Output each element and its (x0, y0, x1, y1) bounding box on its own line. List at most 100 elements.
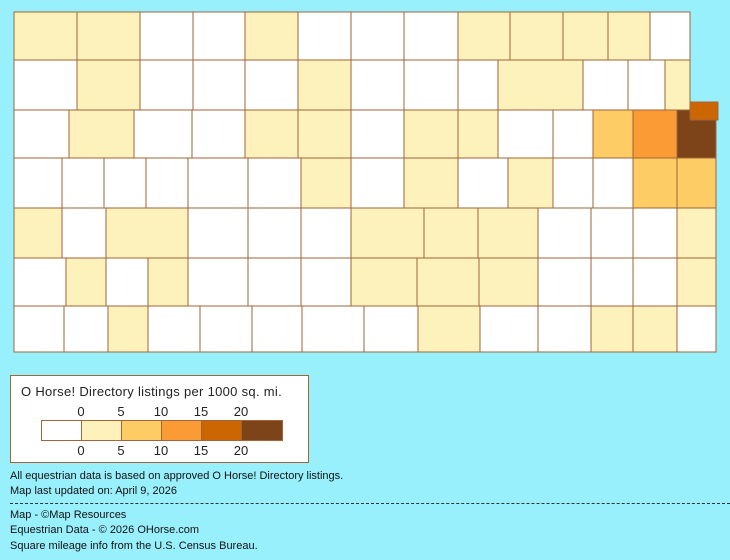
county[interactable] (592, 109, 634, 159)
county[interactable] (297, 109, 352, 159)
county[interactable] (632, 157, 678, 209)
county[interactable] (61, 207, 107, 259)
county[interactable] (350, 11, 405, 61)
county[interactable] (13, 207, 63, 259)
county[interactable] (13, 11, 78, 61)
county[interactable] (350, 257, 418, 307)
county[interactable] (63, 305, 109, 353)
county[interactable] (300, 157, 352, 209)
county[interactable] (664, 59, 691, 111)
county[interactable] (247, 207, 302, 259)
county[interactable] (244, 109, 299, 159)
county[interactable] (632, 109, 678, 159)
county[interactable] (297, 59, 352, 111)
county[interactable] (403, 157, 459, 209)
legend-swatch (202, 421, 242, 440)
county[interactable] (187, 207, 249, 259)
county[interactable] (105, 207, 189, 259)
county[interactable] (537, 207, 592, 259)
county[interactable] (76, 11, 141, 61)
county[interactable] (423, 207, 479, 259)
county[interactable] (191, 109, 246, 159)
county[interactable] (457, 11, 511, 61)
county[interactable] (244, 59, 299, 111)
county[interactable] (457, 157, 509, 209)
county[interactable] (65, 257, 107, 307)
county[interactable] (632, 257, 678, 307)
county[interactable] (76, 59, 141, 111)
county[interactable] (416, 257, 480, 307)
county[interactable] (509, 11, 564, 61)
county[interactable] (552, 109, 594, 159)
county[interactable] (13, 59, 78, 111)
county[interactable] (350, 207, 425, 259)
county[interactable] (300, 207, 352, 259)
county[interactable] (13, 157, 63, 209)
county[interactable] (417, 305, 481, 353)
county[interactable] (147, 257, 189, 307)
county[interactable] (537, 257, 592, 307)
county[interactable] (627, 59, 666, 111)
county[interactable] (676, 207, 717, 259)
county[interactable] (297, 11, 352, 61)
county[interactable] (403, 109, 459, 159)
county[interactable] (537, 305, 592, 353)
county[interactable] (350, 109, 405, 159)
county[interactable] (139, 59, 194, 111)
county[interactable] (632, 207, 678, 259)
county[interactable] (478, 257, 539, 307)
county[interactable] (244, 11, 299, 61)
county[interactable] (350, 59, 405, 111)
county[interactable] (582, 59, 629, 111)
county[interactable] (13, 305, 65, 353)
county[interactable] (676, 257, 717, 307)
county[interactable] (562, 11, 609, 61)
county[interactable] (592, 157, 634, 209)
county[interactable] (676, 305, 717, 353)
county[interactable] (13, 109, 70, 159)
county[interactable] (103, 157, 147, 209)
county[interactable] (607, 11, 651, 61)
county[interactable] (497, 59, 584, 111)
county[interactable] (457, 109, 499, 159)
county[interactable] (251, 305, 303, 353)
county[interactable] (192, 59, 246, 111)
county[interactable] (403, 59, 459, 111)
county[interactable] (552, 157, 594, 209)
county[interactable] (105, 257, 149, 307)
county[interactable] (363, 305, 419, 353)
county[interactable] (457, 59, 499, 111)
county[interactable] (477, 207, 539, 259)
county[interactable] (147, 305, 201, 353)
county[interactable] (479, 305, 539, 353)
county[interactable] (199, 305, 253, 353)
tick: 10 (153, 404, 169, 419)
county[interactable] (187, 157, 249, 209)
county[interactable] (192, 11, 246, 61)
county[interactable] (590, 207, 634, 259)
county[interactable] (187, 257, 249, 307)
county[interactable] (403, 11, 459, 61)
county[interactable] (590, 257, 634, 307)
county[interactable] (507, 157, 554, 209)
divider (10, 503, 730, 504)
county[interactable] (247, 157, 302, 209)
county[interactable] (689, 101, 719, 121)
county[interactable] (350, 157, 405, 209)
county[interactable] (649, 11, 691, 61)
county[interactable] (68, 109, 135, 159)
county[interactable] (301, 305, 365, 353)
county[interactable] (247, 257, 302, 307)
county[interactable] (139, 11, 194, 61)
county[interactable] (61, 157, 105, 209)
county[interactable] (590, 305, 634, 353)
county[interactable] (133, 109, 193, 159)
data-source-note: All equestrian data is based on approved… (10, 470, 344, 482)
county[interactable] (632, 305, 678, 353)
county[interactable] (497, 109, 554, 159)
county[interactable] (145, 157, 189, 209)
county[interactable] (13, 257, 67, 307)
county[interactable] (300, 257, 352, 307)
county[interactable] (676, 157, 717, 209)
county[interactable] (107, 305, 149, 353)
